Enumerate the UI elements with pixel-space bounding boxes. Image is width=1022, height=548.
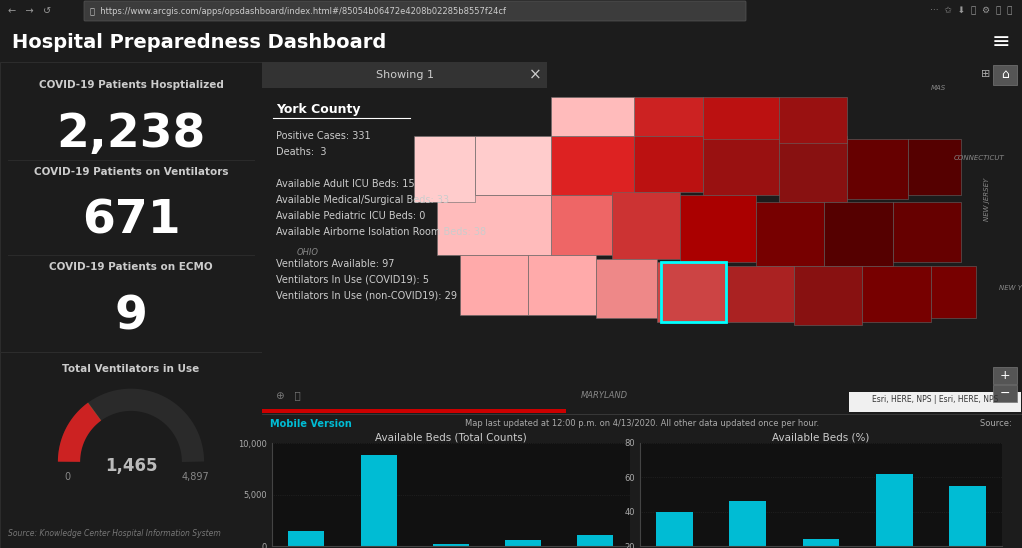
Bar (657, 262, 726, 322)
Bar (611, 192, 680, 259)
Bar (635, 136, 703, 192)
Bar (825, 202, 893, 266)
Bar (597, 259, 657, 318)
Text: Ventilators Available: 97: Ventilators Available: 97 (276, 259, 394, 269)
Text: ←   →   ↺: ← → ↺ (8, 6, 51, 16)
Bar (802, 539, 839, 548)
Text: Mobile Version: Mobile Version (270, 419, 352, 429)
Text: COVID-19 Patients Hosptialized: COVID-19 Patients Hosptialized (39, 80, 224, 90)
Bar (635, 97, 703, 136)
Text: 4,897: 4,897 (181, 472, 208, 482)
FancyBboxPatch shape (993, 65, 1017, 85)
Text: COVID-19 Patients on ECMO: COVID-19 Patients on ECMO (49, 262, 213, 272)
Bar (730, 501, 766, 548)
Text: 1,465: 1,465 (104, 457, 157, 475)
Text: +: + (1000, 369, 1011, 382)
Bar (361, 455, 397, 546)
Text: COVID-19 Patients on Ventilators: COVID-19 Patients on Ventilators (34, 167, 228, 177)
FancyBboxPatch shape (849, 392, 1021, 412)
Title: Available Beds (Total Counts): Available Beds (Total Counts) (375, 432, 526, 442)
Bar (847, 139, 908, 199)
FancyBboxPatch shape (993, 385, 1017, 402)
Text: Available Pediatric ICU Beds: 0: Available Pediatric ICU Beds: 0 (276, 211, 425, 221)
Bar (505, 540, 542, 546)
Bar (577, 535, 613, 546)
Text: Ventilators In Use (COVID19): 5: Ventilators In Use (COVID19): 5 (276, 275, 429, 285)
Text: Source:: Source: (980, 420, 1014, 429)
Bar (893, 202, 962, 262)
Bar (949, 486, 986, 548)
Bar (661, 262, 726, 322)
Bar (436, 196, 551, 255)
Bar (414, 136, 475, 202)
Text: CONNECTICUT: CONNECTICUT (954, 155, 1005, 161)
Text: Ventilators In Use (non-COVID19): 29: Ventilators In Use (non-COVID19): 29 (276, 291, 457, 301)
Bar (475, 136, 551, 196)
Bar (779, 136, 847, 202)
Text: ⊕   🔍: ⊕ 🔍 (276, 390, 300, 400)
Text: ⊞: ⊞ (981, 69, 990, 79)
Text: 9: 9 (114, 294, 147, 339)
Text: Map last updated at 12:00 p.m. on 4/13/2020. All other data updated once per hou: Map last updated at 12:00 p.m. on 4/13/2… (465, 420, 819, 429)
Bar (703, 97, 779, 139)
Text: 0: 0 (64, 472, 71, 482)
Text: MARYLAND: MARYLAND (580, 391, 628, 400)
Bar (779, 97, 847, 142)
Text: OHIO: OHIO (297, 248, 319, 257)
Bar (794, 266, 863, 326)
Text: Total Ventilators in Use: Total Ventilators in Use (62, 364, 199, 374)
Bar (288, 530, 324, 546)
FancyBboxPatch shape (993, 367, 1017, 384)
Text: MAS: MAS (931, 85, 946, 91)
Text: 2,238: 2,238 (56, 112, 205, 157)
Text: NEW JERSEY: NEW JERSEY (984, 178, 990, 221)
Bar (931, 266, 976, 318)
Text: 671: 671 (82, 199, 180, 244)
Bar (680, 196, 756, 262)
Text: NEW YORK: NEW YORK (1000, 285, 1022, 291)
Bar (551, 136, 635, 196)
Bar (262, 62, 547, 88)
Text: ···  ✩  ⬇  🖨  ⚙  👤  🔲: ··· ✩ ⬇ 🖨 ⚙ 👤 🔲 (930, 7, 1012, 15)
FancyBboxPatch shape (84, 1, 746, 21)
Text: −: − (1000, 387, 1011, 400)
Bar (528, 255, 597, 315)
Text: Showing 1: Showing 1 (375, 70, 433, 80)
Bar (551, 196, 611, 255)
Text: York County: York County (276, 104, 361, 117)
Bar (908, 139, 962, 196)
Title: Available Beds (%): Available Beds (%) (773, 432, 870, 442)
Text: Source: Knowledge Center Hospital Information System: Source: Knowledge Center Hospital Inform… (8, 529, 221, 538)
Bar (551, 97, 635, 136)
Bar (726, 266, 794, 322)
Text: ⌂: ⌂ (1002, 68, 1009, 82)
Text: 🔒  https://www.arcgis.com/apps/opsdashboard/index.html#/85054b06472e4208b02285b8: 🔒 https://www.arcgis.com/apps/opsdashboa… (90, 7, 506, 15)
Text: Esri, HERE, NPS | Esri, HERE, NPS: Esri, HERE, NPS | Esri, HERE, NPS (872, 395, 998, 404)
Bar (703, 136, 779, 196)
Bar (756, 202, 825, 266)
Text: Positive Cases: 331: Positive Cases: 331 (276, 131, 371, 141)
Text: Available Airborne Isolation Room Beds: 38: Available Airborne Isolation Room Beds: … (276, 227, 486, 237)
Text: ≡: ≡ (991, 32, 1010, 52)
Text: Hospital Preparedness Dashboard: Hospital Preparedness Dashboard (12, 32, 386, 52)
Text: Available Medical/Surgical Beds: 33: Available Medical/Surgical Beds: 33 (276, 195, 449, 205)
Bar (863, 266, 931, 322)
Bar (876, 474, 913, 548)
Bar (656, 512, 693, 548)
Bar (262, 409, 566, 413)
Text: ×: × (528, 67, 542, 83)
Text: Available Adult ICU Beds: 15: Available Adult ICU Beds: 15 (276, 179, 415, 189)
Bar (460, 255, 528, 315)
Bar (432, 544, 469, 546)
Text: Deaths:  3: Deaths: 3 (276, 147, 326, 157)
